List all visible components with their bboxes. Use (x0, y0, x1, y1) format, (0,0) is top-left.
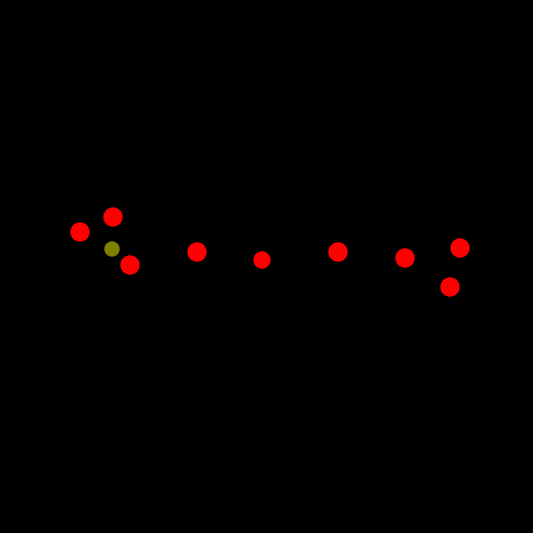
Circle shape (396, 249, 414, 267)
Circle shape (105, 242, 119, 256)
Circle shape (451, 239, 469, 257)
Circle shape (71, 223, 89, 241)
Circle shape (254, 252, 270, 268)
Circle shape (121, 256, 139, 274)
Circle shape (188, 243, 206, 261)
Circle shape (441, 278, 459, 296)
Circle shape (329, 243, 347, 261)
Circle shape (104, 208, 122, 226)
